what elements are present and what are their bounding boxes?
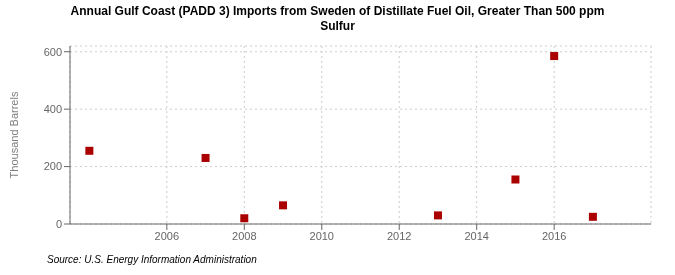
svg-text:400: 400 xyxy=(44,103,62,115)
svg-text:600: 600 xyxy=(44,46,62,58)
svg-text:2006: 2006 xyxy=(155,230,179,242)
svg-text:2010: 2010 xyxy=(310,230,334,242)
svg-text:2014: 2014 xyxy=(464,230,488,242)
svg-text:200: 200 xyxy=(44,160,62,172)
svg-text:2016: 2016 xyxy=(542,230,566,242)
svg-text:0: 0 xyxy=(56,218,62,230)
html-text:Sulfur: Sulfur xyxy=(320,19,355,33)
html-text:Annual Gulf Coast (PADD 3) Imp: Annual Gulf Coast (PADD 3) Imports from … xyxy=(70,4,605,18)
svg-text:2008: 2008 xyxy=(232,230,256,242)
html-text:Source: U.S. Energy Informatio: Source: U.S. Energy Information Administ… xyxy=(47,254,257,265)
svg-text:Thousand Barrels: Thousand Barrels xyxy=(8,91,20,178)
svg-text:2012: 2012 xyxy=(387,230,411,242)
